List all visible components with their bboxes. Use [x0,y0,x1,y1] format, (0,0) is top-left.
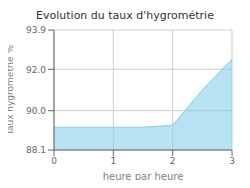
svg-text:Taux hygrométrie %: Taux hygrométrie % [8,44,15,136]
svg-text:1: 1 [110,156,116,166]
svg-text:0: 0 [51,156,57,166]
svg-text:2: 2 [170,156,176,166]
svg-text:93.9: 93.9 [26,25,46,35]
html-text:Evolution du taux d'hygrométri: Evolution du taux d'hygrométrie [36,9,214,22]
svg-text:3: 3 [229,156,235,166]
svg-text:90.0: 90.0 [26,106,46,116]
svg-text:heure par heure: heure par heure [103,171,184,180]
svg-text:88.1: 88.1 [26,145,46,155]
svg-text:92.0: 92.0 [26,65,46,75]
